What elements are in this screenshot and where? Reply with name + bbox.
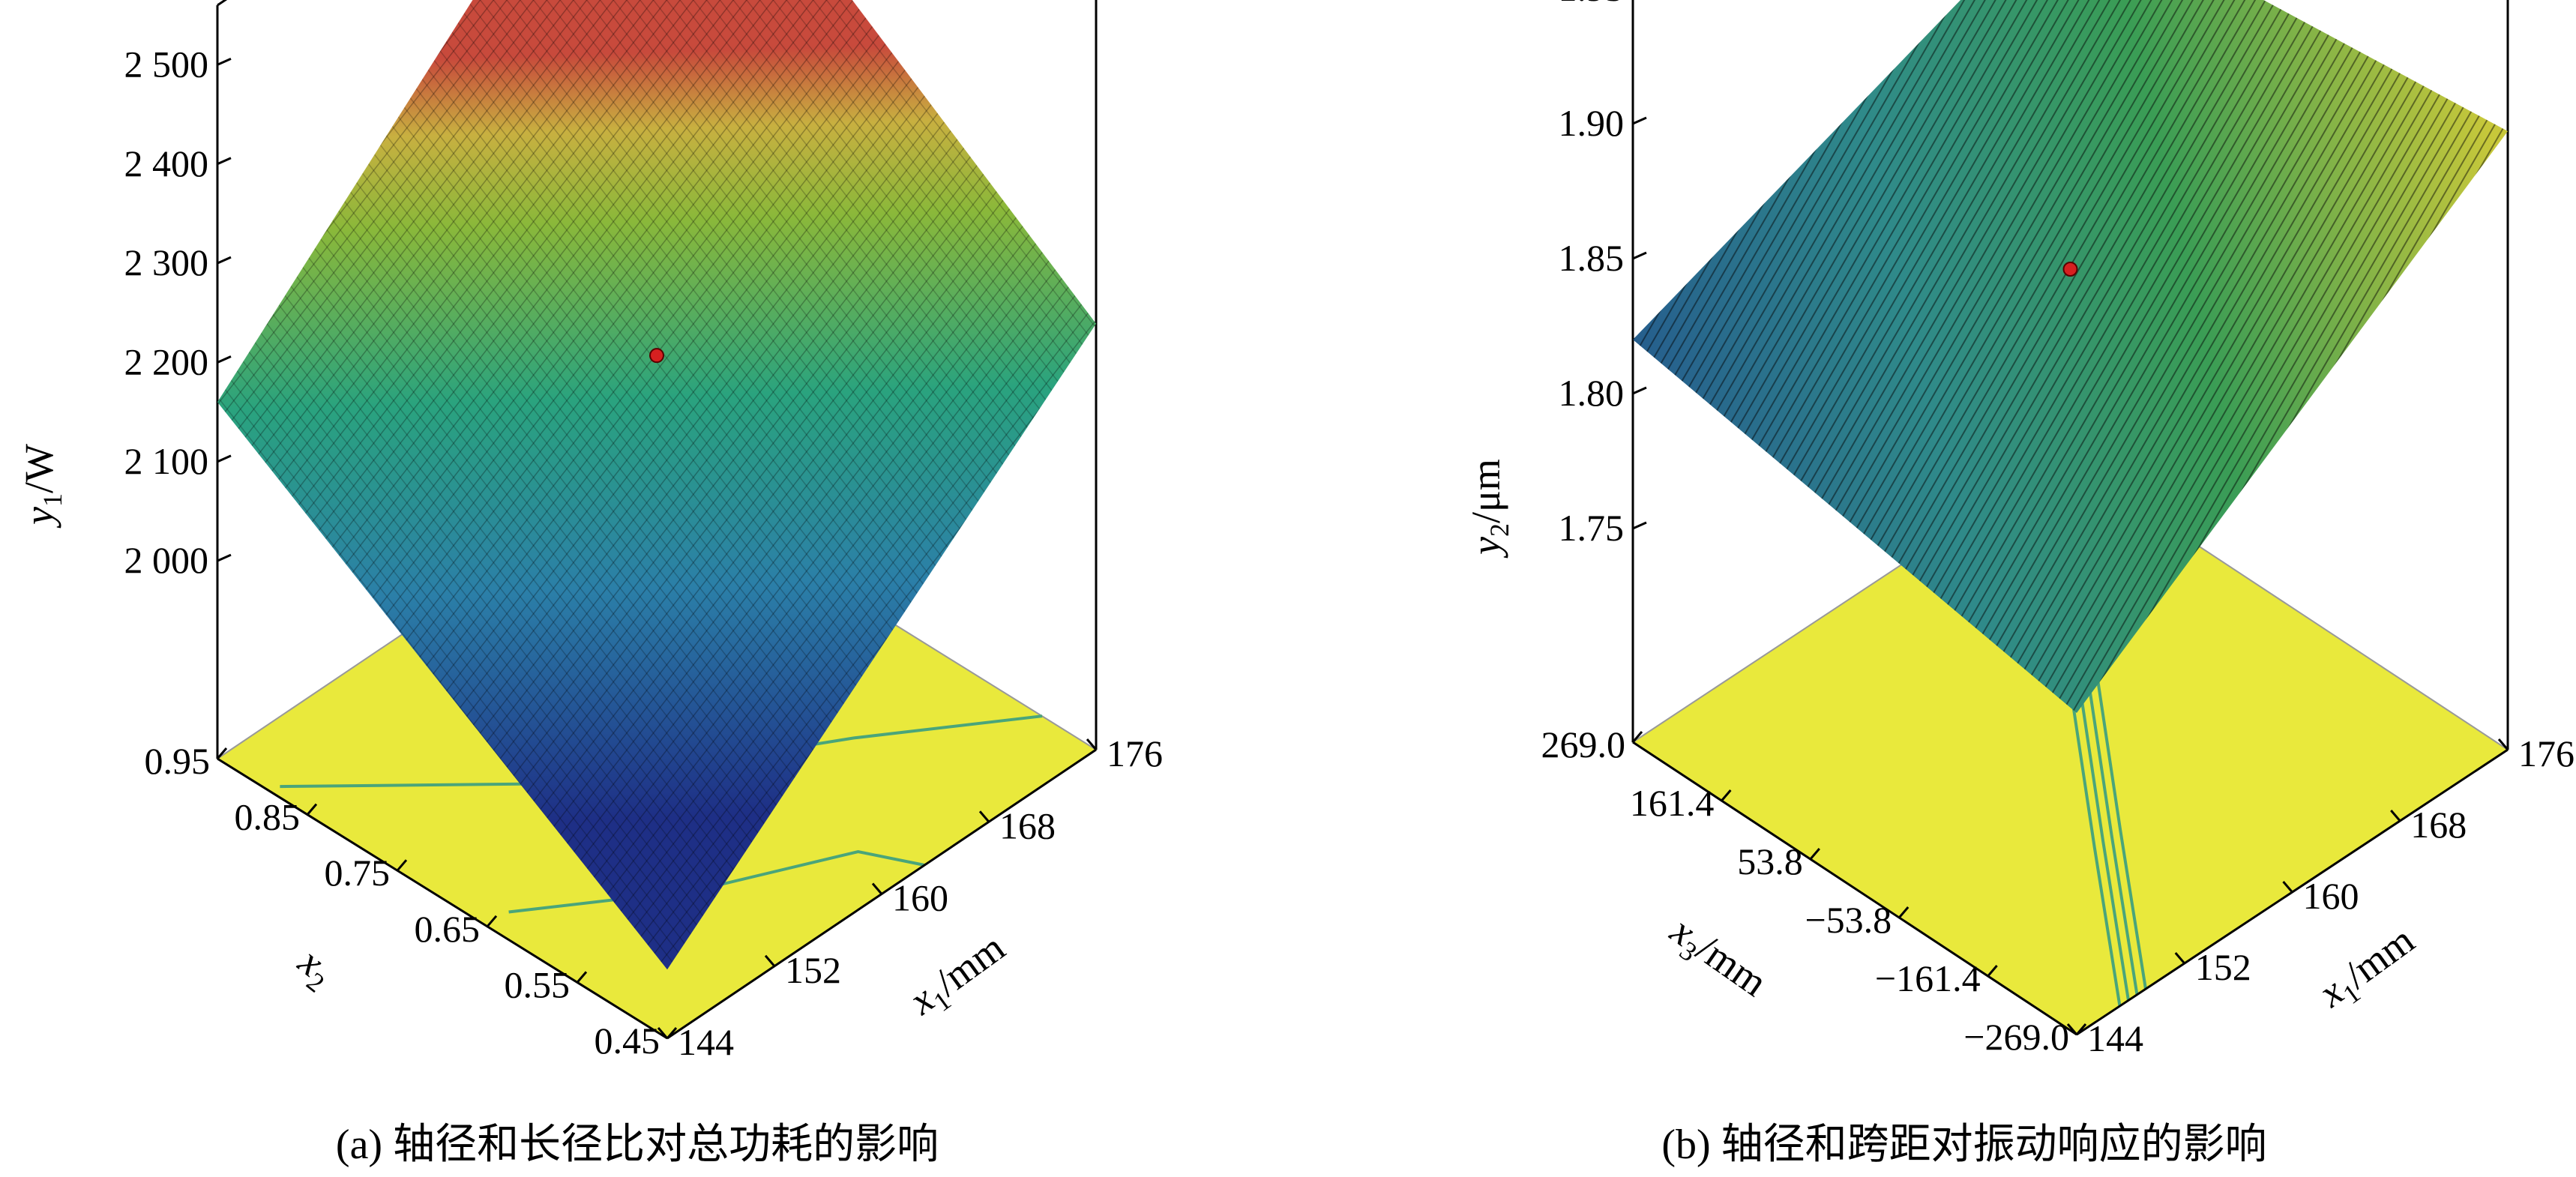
center-point-b — [2062, 262, 2078, 277]
x-tick — [764, 954, 776, 967]
y-tick — [1809, 848, 1820, 860]
z-tick-label: 1.75 — [1559, 507, 1625, 549]
z-axis-label-a: y1/W — [16, 444, 67, 529]
y-tick — [576, 971, 588, 984]
z-tick-label: 2 400 — [124, 142, 209, 184]
x-tick-label: 168 — [999, 804, 1056, 846]
x-tick — [1086, 738, 1098, 750]
z-tick — [1632, 386, 1647, 395]
x-tick-label: 160 — [892, 877, 948, 919]
z-tick-label: 1.95 — [1559, 0, 1625, 9]
x-tick-label: 144 — [678, 1021, 734, 1063]
z-tick-label: 2 100 — [124, 440, 209, 482]
z-tick — [217, 553, 232, 562]
z-ticks-a: 2 000 2 100 2 200 2 300 2 400 2 500 — [124, 43, 232, 581]
y-tick-label: 269.0 — [1541, 723, 1626, 765]
z-tick — [217, 256, 232, 265]
x-axis-label-a: x1/mm — [900, 924, 1017, 1028]
y-tick — [1631, 731, 1643, 743]
y-tick — [396, 859, 408, 872]
z-axis-label-b: y2/μm — [1463, 459, 1514, 559]
y-tick — [1987, 965, 1998, 977]
z-tick — [217, 355, 232, 364]
x-tick-label: 176 — [2518, 732, 2575, 774]
x-tick — [2390, 810, 2401, 822]
y-tick — [216, 747, 228, 759]
y-ticks-a: 0.45 0.55 0.65 0.75 0.85 0.95 — [145, 740, 678, 1062]
surface-a-mesh-2 — [217, 0, 1096, 970]
y-tick — [486, 915, 498, 927]
x-tick-label: 152 — [785, 949, 841, 991]
z-tick — [1632, 251, 1647, 260]
y-tick — [2075, 1023, 2087, 1035]
x-tick-label: 152 — [2195, 946, 2251, 988]
y-tick-label: 53.8 — [1737, 840, 1803, 882]
center-point-a — [649, 348, 664, 364]
panel-b: 1.75 1.80 1.85 1.90 1.95 −269.0 −161.4 −53.853… — [1463, 0, 2575, 1168]
z-tick-label: 2 500 — [124, 43, 209, 85]
z-ticks-b: 1.75 1.80 1.85 1.90 1.95 — [1559, 0, 1647, 549]
y-tick-label: 0.65 — [415, 908, 481, 950]
x-tick-label: 168 — [2410, 804, 2467, 846]
y-tick-label: 0.85 — [235, 796, 301, 838]
z-tick — [1632, 116, 1647, 125]
x-ticks-a: 144 152 160 168 176 — [657, 732, 1163, 1063]
axis-line-y — [217, 757, 668, 1040]
caption-a: (a) 轴径和长径比对总功耗的影响 — [336, 1122, 939, 1168]
y-tick — [666, 1027, 678, 1039]
x-tick — [2497, 738, 2509, 750]
z-tick-label: 2 300 — [124, 241, 209, 283]
y-tick-label: −161.4 — [1875, 957, 1981, 999]
y-tick-label: 0.55 — [505, 963, 571, 1005]
z-tick — [217, 58, 232, 66]
z-tick — [217, 157, 232, 166]
z-tick — [1632, 521, 1647, 530]
x-tick-label: 144 — [2087, 1017, 2143, 1059]
y-tick — [306, 803, 318, 816]
y-axis-label-a: x2 — [286, 939, 343, 999]
surface-b-mesh — [1633, 0, 2508, 713]
x-ticks-b: 144 152 160 168 176 — [2066, 732, 2575, 1059]
y-tick-label: 0.45 — [595, 1020, 660, 1062]
y-tick-label: 0.75 — [325, 852, 391, 894]
surface-b — [1633, 0, 2508, 713]
y-axis-label-b: x3/mm — [1659, 907, 1775, 1010]
y-tick — [1898, 906, 1910, 918]
x-tick-label: 160 — [2303, 875, 2359, 917]
x-tick — [2174, 952, 2185, 964]
z-tick-label: 1.90 — [1559, 102, 1625, 144]
x-tick — [2066, 1023, 2078, 1035]
x-tick — [978, 810, 990, 823]
y-tick-label: 161.4 — [1630, 782, 1715, 824]
x-tick — [871, 882, 883, 895]
axis-line-y — [1632, 741, 2077, 1036]
caption-b: (b) 轴径和跨距对振动响应的影响 — [1661, 1122, 2266, 1168]
x-axis-label-b: x1/mm — [2310, 917, 2426, 1020]
x-tick — [2282, 881, 2293, 893]
z-tick-label: 1.80 — [1559, 372, 1625, 414]
z-tick-label: 2 200 — [124, 340, 209, 382]
x-tick — [657, 1027, 669, 1039]
y-tick — [1721, 789, 1732, 801]
z-tick-label: 1.85 — [1559, 237, 1625, 279]
contour-line — [508, 849, 925, 914]
y-tick-label: −53.8 — [1805, 899, 1892, 941]
z-tick-label: 2 000 — [124, 539, 209, 581]
surface-a — [217, 0, 1096, 970]
y-tick-label: 0.95 — [145, 740, 211, 782]
z-tick — [217, 454, 232, 463]
x-tick-label: 176 — [1107, 732, 1163, 774]
y-tick-label: −269.0 — [1963, 1016, 2069, 1058]
